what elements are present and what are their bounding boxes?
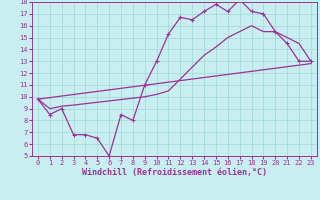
X-axis label: Windchill (Refroidissement éolien,°C): Windchill (Refroidissement éolien,°C) — [82, 168, 267, 177]
